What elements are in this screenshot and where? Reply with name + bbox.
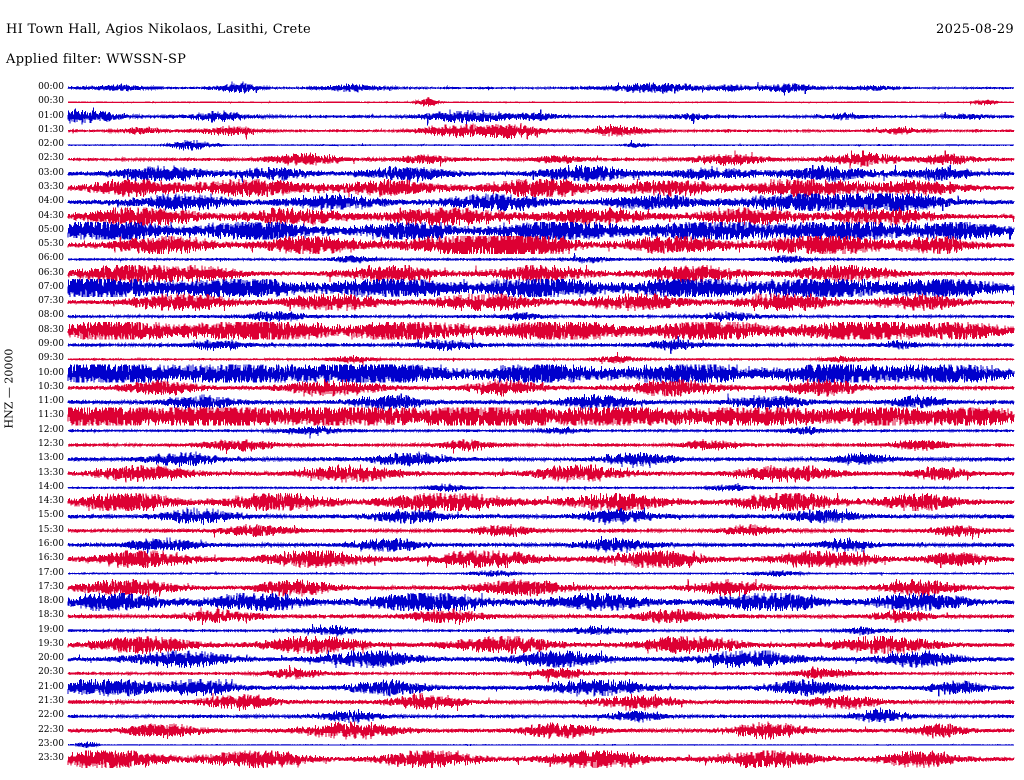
trace-row [67, 650, 1015, 669]
time-tick-label: 23:30 [38, 753, 64, 764]
trace-row [67, 207, 1015, 226]
time-tick-label: 12:00 [38, 424, 64, 435]
time-tick-label: 21:00 [38, 681, 64, 692]
time-tick-label: 23:00 [38, 738, 64, 749]
time-tick-label: 11:00 [38, 396, 64, 407]
time-tick-label: 07:00 [38, 281, 64, 292]
time-tick-label: 13:30 [38, 467, 64, 478]
time-tick-label: 14:00 [38, 481, 64, 492]
applied-filter-label: Applied filter: WWSSN-SP [6, 52, 187, 67]
time-tick-label: 17:00 [38, 567, 64, 578]
trace-row [67, 236, 1015, 254]
time-tick-label: 00:00 [38, 82, 64, 92]
time-tick-label: 22:30 [38, 724, 64, 735]
time-tick-label: 08:00 [38, 310, 64, 321]
time-tick-label: 20:30 [38, 667, 64, 678]
time-tick-label: 22:00 [38, 710, 64, 721]
trace-row [67, 523, 1015, 540]
trace-row [67, 623, 1015, 637]
time-tick-label: 02:30 [38, 153, 64, 164]
time-axis: 00:00 00:30 01:00 01:30 02:00 02:30 03:00 03:30… [20, 0, 64, 780]
time-tick-label: 01:30 [38, 124, 64, 135]
trace-row [67, 364, 1015, 383]
trace-row [67, 439, 1015, 454]
time-tick-label: 09:00 [38, 339, 64, 350]
time-tick-label: 07:30 [38, 296, 64, 307]
time-tick-label: 16:00 [38, 538, 64, 549]
time-tick-label: 15:30 [38, 524, 64, 535]
time-tick-label: 17:30 [38, 581, 64, 592]
time-tick-label: 04:00 [38, 196, 64, 207]
time-tick-label: 21:30 [38, 696, 64, 707]
time-tick-label: 01:00 [38, 110, 64, 121]
trace-row [67, 707, 1015, 724]
trace-row [67, 321, 1015, 340]
time-tick-label: 11:30 [38, 410, 64, 421]
time-tick-label: 15:00 [38, 510, 64, 521]
trace-row [67, 123, 1015, 140]
time-tick-label: 10:00 [38, 367, 64, 378]
time-tick-label: 06:00 [38, 253, 64, 264]
trace-row [67, 253, 1015, 264]
time-tick-label: 05:00 [38, 224, 64, 235]
trace-row [67, 451, 1015, 469]
time-tick-label: 08:30 [38, 324, 64, 335]
trace-row [67, 352, 1015, 366]
time-tick-label: 09:30 [38, 353, 64, 364]
time-tick-label: 20:00 [38, 653, 64, 664]
date-label: 2025-08-29 [936, 22, 1014, 37]
page-title: HI Town Hall, Agios Nikolaos, Lasithi, C… [6, 22, 312, 37]
time-tick-label: 14:30 [38, 496, 64, 507]
time-tick-label: 03:30 [38, 181, 64, 192]
time-tick-label: 03:00 [38, 167, 64, 178]
time-tick-label: 06:30 [38, 267, 64, 278]
time-tick-label: 04:30 [38, 210, 64, 221]
time-tick-label: 02:00 [38, 139, 64, 150]
trace-row [67, 221, 1015, 240]
time-tick-label: 10:30 [38, 381, 64, 392]
time-tick-label: 19:00 [38, 624, 64, 635]
time-tick-label: 13:00 [38, 453, 64, 464]
trace-row [67, 425, 1015, 439]
time-tick-label: 18:30 [38, 610, 64, 621]
time-tick-label: 19:30 [38, 638, 64, 649]
time-tick-label: 05:30 [38, 239, 64, 250]
time-tick-label: 16:30 [38, 553, 64, 564]
time-tick-label: 12:30 [38, 439, 64, 449]
time-tick-label: 18:00 [38, 596, 64, 607]
time-tick-label: 00:30 [38, 96, 64, 107]
